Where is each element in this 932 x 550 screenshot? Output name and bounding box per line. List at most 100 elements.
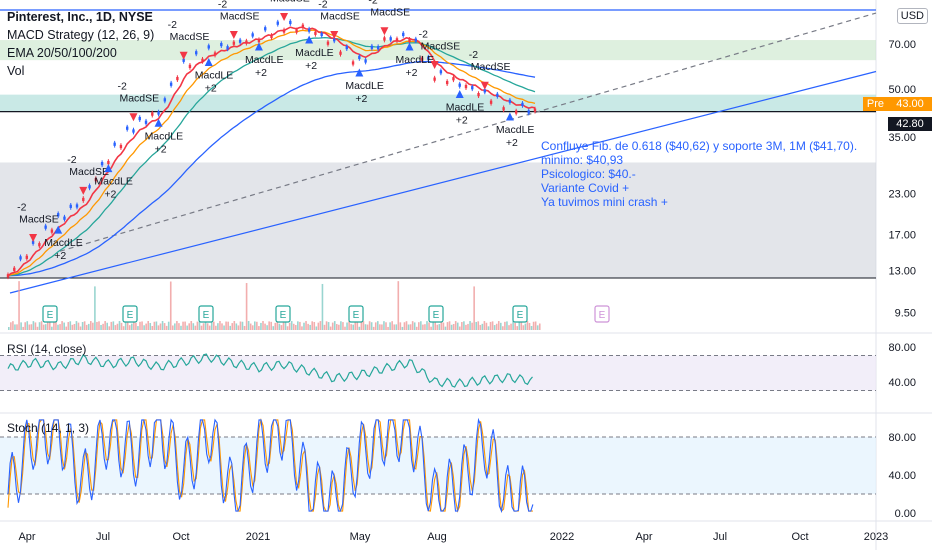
volume-bar bbox=[87, 323, 90, 330]
volume-bar bbox=[114, 325, 117, 330]
volume-bar bbox=[491, 321, 494, 330]
x-tick-label: 2022 bbox=[550, 531, 574, 543]
x-tick-label: Aug bbox=[427, 531, 447, 543]
volume-bar bbox=[389, 322, 391, 330]
volume-bar bbox=[370, 322, 373, 330]
volume-bar bbox=[454, 321, 457, 330]
pre-market-price-tag: 43.00 bbox=[888, 97, 932, 111]
volume-bar bbox=[350, 324, 352, 330]
rsi-pane-label[interactable]: RSI (14, close) bbox=[7, 342, 87, 356]
volume-bar bbox=[57, 324, 59, 330]
volume-bar bbox=[163, 323, 166, 330]
volume-bar bbox=[497, 321, 500, 330]
volume-bar bbox=[299, 321, 301, 330]
volume-bar bbox=[59, 324, 61, 330]
stoch-tick-label: 40.00 bbox=[888, 470, 916, 482]
candle-body bbox=[113, 142, 116, 146]
volume-bar bbox=[264, 323, 266, 330]
volume-bar bbox=[420, 321, 422, 330]
candle-body bbox=[433, 77, 436, 81]
earnings-marker-letter: E bbox=[127, 310, 134, 321]
volume-bar bbox=[237, 325, 240, 330]
volume-bar bbox=[198, 321, 201, 330]
candle-body bbox=[345, 45, 348, 50]
volume-bar bbox=[38, 322, 41, 330]
candle-body bbox=[264, 27, 267, 31]
candle-body bbox=[477, 93, 480, 97]
volume-bar bbox=[110, 321, 113, 330]
volume-bar bbox=[118, 321, 121, 330]
earnings-marker bbox=[275, 305, 291, 323]
volume-bar bbox=[81, 322, 84, 330]
volume-bar bbox=[538, 323, 541, 330]
volume-bar bbox=[20, 322, 22, 330]
candle-body bbox=[119, 144, 123, 149]
candle-body bbox=[483, 89, 487, 93]
volume-bar bbox=[225, 321, 227, 330]
volume-bar bbox=[522, 325, 525, 330]
volume-bar bbox=[479, 324, 482, 330]
volume-bar bbox=[100, 324, 102, 330]
volume-bar bbox=[260, 322, 262, 330]
volume-bar bbox=[307, 323, 309, 330]
volume-bar bbox=[208, 325, 211, 330]
volume-bar bbox=[292, 323, 295, 330]
candle-body bbox=[25, 255, 29, 259]
volume-bar bbox=[524, 323, 527, 330]
volume-bar bbox=[315, 326, 318, 330]
volume-bar bbox=[475, 321, 477, 330]
y-tick-label: 13.00 bbox=[888, 265, 916, 277]
volume-bar bbox=[79, 326, 82, 330]
candle-body bbox=[496, 93, 499, 97]
volume-bar bbox=[352, 324, 354, 330]
x-tick-label: May bbox=[350, 531, 371, 543]
candle-body bbox=[31, 240, 35, 244]
study-macd[interactable]: MACD Strategy (12, 26, 9) bbox=[7, 28, 155, 42]
volume-bar bbox=[116, 323, 119, 330]
y-tick-label: 70.00 bbox=[888, 39, 916, 51]
chart-annotation[interactable]: Confluye Fib. de 0.618 ($40,62) y soport… bbox=[541, 139, 857, 209]
volume-bar bbox=[526, 321, 529, 330]
volume-bar bbox=[348, 321, 350, 330]
earnings-marker-letter: E bbox=[280, 310, 287, 321]
volume-bar bbox=[282, 321, 285, 330]
candle-body bbox=[100, 162, 104, 166]
annotation-line: Psicologico: $40.- bbox=[541, 167, 636, 181]
volume-bar bbox=[22, 326, 24, 330]
volume-bar bbox=[489, 321, 492, 330]
volume-bar bbox=[215, 325, 217, 330]
volume-bar bbox=[321, 283, 324, 330]
volume-bar bbox=[206, 323, 209, 330]
study-vol[interactable]: Vol bbox=[7, 64, 25, 78]
volume-bar bbox=[360, 322, 363, 330]
macd-short-entry-label: MacdSE bbox=[370, 6, 410, 18]
volume-bar bbox=[379, 324, 381, 330]
volume-bar bbox=[223, 325, 225, 330]
volume-bar bbox=[290, 321, 293, 330]
macd-long-entry-label: MacdLE bbox=[496, 124, 535, 136]
candle-body bbox=[471, 86, 474, 90]
volume-bar bbox=[461, 322, 463, 330]
volume-bar bbox=[18, 281, 20, 330]
short-arrow bbox=[330, 31, 339, 40]
study-ema[interactable]: EMA 20/50/100/200 bbox=[7, 46, 117, 60]
x-tick-label: Apr bbox=[635, 531, 652, 543]
volume-bar bbox=[381, 324, 383, 330]
volume-bar bbox=[317, 322, 320, 330]
volume-bar bbox=[92, 322, 94, 330]
trade-quantity-label: +2 bbox=[205, 82, 217, 94]
last-price-tag: 42.80 bbox=[888, 117, 932, 131]
volume-bar bbox=[14, 324, 16, 330]
rsi-line bbox=[7, 353, 533, 388]
y-tick-label: 9.50 bbox=[895, 308, 916, 320]
short-arrow bbox=[29, 233, 38, 242]
volume-bar bbox=[405, 321, 408, 330]
stoch-pane-label[interactable]: Stoch (14, 1, 3) bbox=[7, 421, 90, 435]
short-arrow bbox=[380, 27, 389, 36]
volume-bar bbox=[459, 326, 461, 330]
volume-bar bbox=[157, 325, 160, 330]
symbol-title[interactable]: Pinterest, Inc., 1D, NYSE bbox=[7, 10, 153, 24]
currency-button[interactable]: USD bbox=[896, 8, 928, 24]
volume-bar bbox=[200, 325, 203, 330]
candle-body bbox=[220, 42, 223, 47]
